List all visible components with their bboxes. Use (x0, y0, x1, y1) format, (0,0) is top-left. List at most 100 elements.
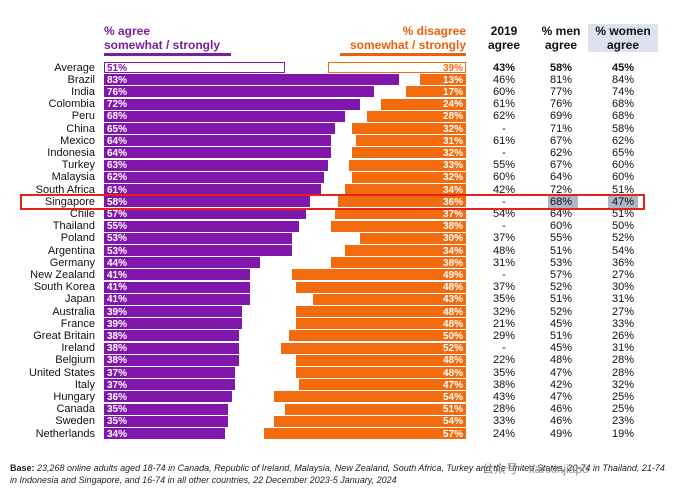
agree-bar (104, 342, 239, 354)
agree-bar (104, 74, 399, 86)
agree-value-label: 41% (107, 269, 128, 281)
col-header-men-line1: % men (541, 24, 581, 38)
agree-bar (104, 415, 229, 427)
agree-bar (104, 147, 332, 159)
table-cell-women: 84% (611, 73, 635, 86)
agree-bar (104, 245, 293, 256)
disagree-bar (327, 62, 466, 73)
table-cell-women: 25% (611, 390, 635, 403)
country-label: Singapore (44, 195, 95, 208)
table-cell-men: 47% (549, 390, 573, 403)
table-cell-2019: - (502, 195, 506, 208)
table-cell-men: 67% (549, 159, 573, 172)
agree-value-label: 39% (107, 306, 128, 318)
table-cell-men: 55% (549, 232, 573, 245)
table-cell-men: 71% (549, 122, 573, 135)
table-cell-men: 76% (549, 98, 573, 111)
agree-bar (104, 232, 293, 244)
country-label: Malaysia (51, 171, 95, 184)
table-cell-women: 50% (611, 220, 635, 233)
agree-header-line1: % agree (104, 24, 151, 38)
table-cell-women: 28% (611, 354, 635, 367)
table-cell-men: 72% (549, 183, 573, 196)
disagree-value-label: 34% (442, 184, 463, 196)
disagree-value-label: 50% (442, 330, 463, 342)
table-cell-2019: 32% (492, 305, 516, 318)
country-label: Great Britain (33, 329, 95, 342)
col-header-men: % men agree (535, 24, 587, 52)
table-cell-2019: 21% (492, 317, 516, 330)
disagree-bar (295, 367, 466, 378)
agree-header-line2: somewhat / strongly (104, 38, 221, 52)
table-cell-2019: 38% (492, 378, 516, 391)
table-cell-2019: - (502, 268, 506, 281)
disagree-bar (419, 74, 466, 86)
disagree-bar (345, 184, 466, 195)
table-cell-2019: 61% (492, 134, 516, 147)
agree-bar (104, 318, 243, 330)
table-cell-women: 30% (611, 281, 635, 294)
disagree-value-label: 52% (442, 343, 463, 355)
table-cell-men: 64% (549, 171, 573, 184)
table-cell-2019: 28% (492, 403, 516, 416)
highlight-cell-women (608, 196, 638, 209)
table-cell-men: 62% (549, 146, 573, 159)
agree-bar (104, 123, 335, 134)
disagree-bar (263, 428, 466, 439)
col-header-2019-line2: agree (487, 38, 521, 52)
table-cell-men: 46% (549, 403, 573, 416)
table-cell-women: 36% (611, 256, 635, 269)
highlight-cell-men (548, 196, 578, 209)
col-header-men-line2: agree (544, 38, 578, 52)
agree-value-label: 36% (107, 391, 128, 403)
agree-value-label: 68% (107, 111, 128, 123)
table-cell-men: 52% (549, 305, 573, 318)
disagree-bar (281, 342, 466, 354)
agree-value-label: 38% (107, 343, 128, 355)
table-cell-women: 27% (611, 305, 635, 318)
table-cell-2019: 43% (492, 61, 516, 74)
agree-value-label: 72% (107, 99, 128, 111)
agree-bar (104, 269, 250, 281)
agree-value-label: 41% (107, 294, 128, 306)
disagree-bar (295, 306, 466, 317)
table-cell-women: 60% (611, 159, 635, 172)
table-cell-2019: 24% (492, 427, 516, 440)
table-cell-women: 33% (611, 317, 635, 330)
agree-bar (104, 306, 243, 317)
table-cell-women: 26% (611, 329, 635, 342)
country-label: Argentina (47, 244, 95, 257)
disagree-bar (295, 354, 466, 366)
agree-value-label: 41% (107, 282, 128, 294)
table-cell-women: 31% (611, 293, 635, 306)
agree-value-label: 83% (107, 74, 128, 86)
table-cell-2019: 35% (492, 366, 516, 379)
disagree-bar (331, 257, 466, 269)
disagree-bar (352, 147, 466, 159)
agree-value-label: 53% (107, 233, 128, 245)
table-cell-women: 54% (611, 244, 635, 257)
country-label: Indonesia (47, 146, 95, 159)
table-cell-men: 64% (549, 207, 573, 220)
country-label: Belgium (55, 354, 95, 367)
agree-value-label: 76% (107, 86, 128, 98)
col-header-2019-line1: 2019 (490, 24, 518, 38)
agree-value-label: 34% (107, 428, 128, 440)
col-header-women-line1: % women (595, 24, 651, 38)
agree-bar (104, 293, 250, 305)
disagree-value-label: 32% (442, 147, 463, 159)
table-cell-women: 51% (611, 183, 635, 196)
disagree-value-label: 51% (442, 404, 463, 416)
country-label: New Zealand (30, 268, 95, 281)
disagree-bar (292, 269, 466, 281)
table-cell-2019: 60% (492, 171, 516, 184)
agree-value-label: 65% (107, 123, 128, 135)
disagree-value-label: 38% (442, 257, 463, 269)
disagree-header-line1: % disagree (402, 24, 466, 38)
disagree-bar (352, 171, 466, 183)
country-label: India (71, 85, 95, 98)
agree-bar (104, 98, 360, 110)
disagree-bar (405, 86, 466, 98)
agree-bar (104, 196, 310, 208)
table-cell-men: 51% (549, 293, 573, 306)
